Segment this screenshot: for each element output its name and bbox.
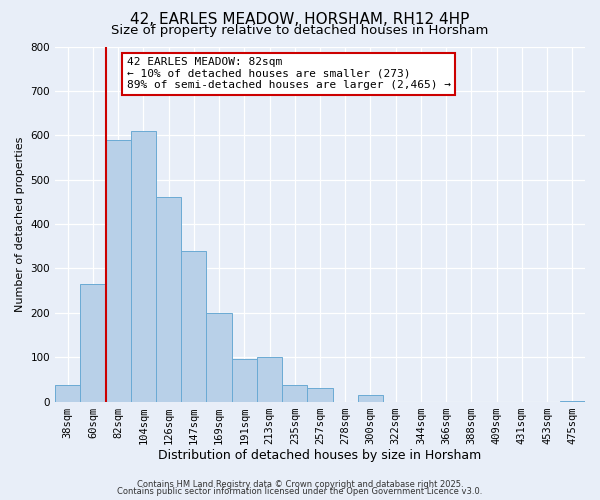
Bar <box>307 388 332 402</box>
Text: Contains HM Land Registry data © Crown copyright and database right 2025.: Contains HM Land Registry data © Crown c… <box>137 480 463 489</box>
Bar <box>206 313 232 402</box>
Text: 42, EARLES MEADOW, HORSHAM, RH12 4HP: 42, EARLES MEADOW, HORSHAM, RH12 4HP <box>130 12 470 26</box>
Bar <box>106 140 131 402</box>
Bar <box>80 284 106 402</box>
Bar <box>55 384 80 402</box>
Bar <box>358 396 383 402</box>
Bar <box>131 131 156 402</box>
Bar <box>232 360 257 402</box>
Text: 42 EARLES MEADOW: 82sqm
← 10% of detached houses are smaller (273)
89% of semi-d: 42 EARLES MEADOW: 82sqm ← 10% of detache… <box>127 57 451 90</box>
Bar <box>181 250 206 402</box>
Bar <box>257 357 282 402</box>
Text: Size of property relative to detached houses in Horsham: Size of property relative to detached ho… <box>112 24 488 37</box>
Bar <box>282 384 307 402</box>
Bar <box>560 400 585 402</box>
Text: Contains public sector information licensed under the Open Government Licence v3: Contains public sector information licen… <box>118 487 482 496</box>
Y-axis label: Number of detached properties: Number of detached properties <box>15 136 25 312</box>
X-axis label: Distribution of detached houses by size in Horsham: Distribution of detached houses by size … <box>158 450 482 462</box>
Bar <box>156 198 181 402</box>
